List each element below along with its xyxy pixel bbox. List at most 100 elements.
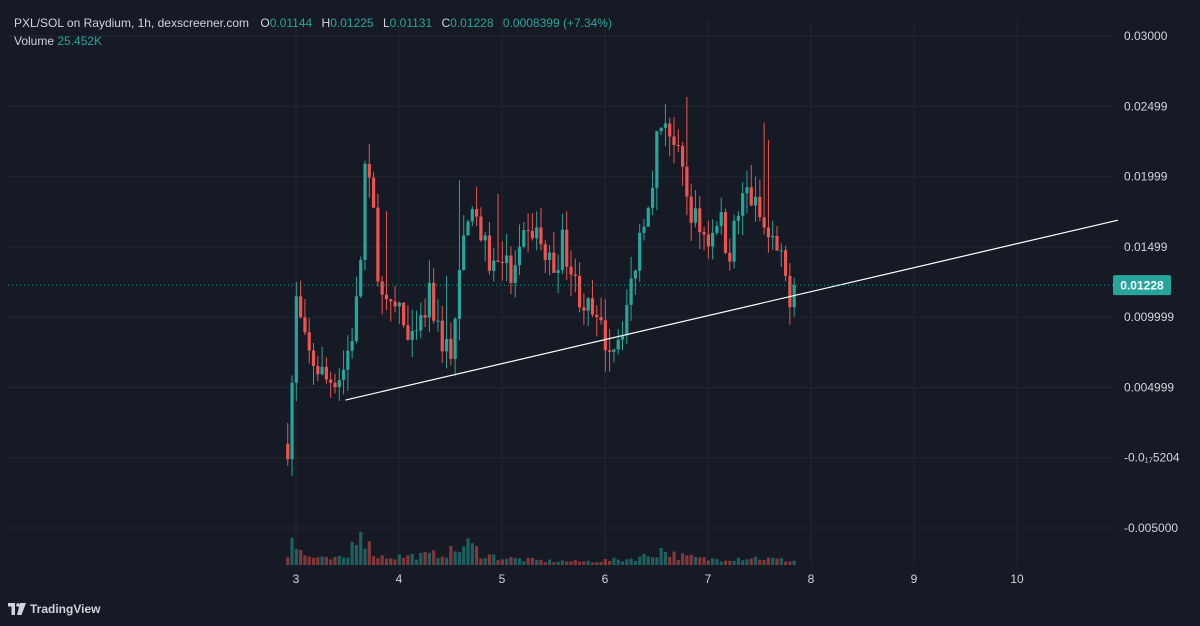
candle-body [788, 275, 792, 308]
volume-bar [762, 559, 766, 565]
candle-body [547, 252, 552, 260]
candle-body [577, 275, 582, 308]
volume-bar [706, 560, 710, 565]
tradingview-brand[interactable]: TradingView [8, 602, 100, 616]
volume-bar [745, 559, 749, 565]
volume-bar [629, 558, 633, 565]
volume-bar [753, 556, 758, 565]
volume-bar [608, 560, 612, 565]
candle-body [552, 252, 556, 273]
volume-bar [393, 559, 397, 565]
candle-body [505, 255, 509, 264]
candle-body [779, 250, 783, 252]
volume-bar [758, 559, 762, 565]
candle-body [474, 209, 479, 217]
candle-body [719, 212, 723, 226]
candle-body [753, 196, 758, 206]
candle-body [603, 320, 607, 351]
candle-body [483, 235, 487, 241]
volume-bar [402, 557, 406, 565]
candle-body [402, 302, 406, 326]
candle-body [689, 196, 693, 223]
last-price-tag [1113, 275, 1171, 296]
candle-body [440, 320, 444, 352]
candle-body [723, 212, 728, 253]
y-tick-label: 0.004999 [1124, 380, 1174, 394]
y-axis: 0.03000 0.02499 0.01999 0.01499 0.009999 0.00… [1124, 29, 1180, 535]
candle-body [350, 341, 354, 351]
candle-body [329, 379, 333, 383]
legend-symbol: PXL/SOL on Raydium, 1h, dexscreener.com [14, 16, 250, 30]
candle-body [294, 296, 298, 383]
legend-open-label: O [260, 16, 270, 30]
volume-bar [487, 554, 492, 565]
volume-bar [492, 554, 496, 565]
candle-body [371, 177, 376, 208]
legend-low-label: L [382, 16, 390, 30]
candle-body [444, 338, 449, 352]
volume-bars [286, 531, 796, 565]
volume-bar [642, 553, 646, 565]
x-tick-label: 10 [1010, 572, 1024, 586]
candle-body [423, 315, 427, 318]
legend-close-label: C [441, 16, 451, 30]
volume-bar [650, 557, 655, 565]
volume-bar [363, 548, 367, 565]
candle-body [457, 269, 462, 319]
volume-bar [505, 558, 509, 565]
candle-body [496, 260, 500, 262]
candle-body [522, 230, 526, 247]
legend-high-label: H [321, 16, 331, 30]
volume-bar [702, 557, 706, 565]
legend-open-value: 0.01144 [269, 16, 313, 30]
candle-body [612, 349, 616, 352]
candle-body [650, 187, 655, 208]
volume-bar [732, 560, 736, 565]
volume-bar [359, 531, 363, 565]
volume-bar [294, 548, 298, 565]
volume-bar [573, 559, 577, 565]
volume-bar [299, 549, 303, 565]
candle-body [346, 350, 350, 370]
volume-bar [663, 551, 668, 565]
candle-body [732, 220, 736, 262]
volume-bar [350, 541, 354, 565]
volume-bar [346, 557, 350, 565]
candle-body [608, 350, 612, 352]
candle-body [367, 163, 371, 178]
candle-body [333, 382, 337, 388]
volume-bar [586, 560, 590, 565]
candle-body [341, 369, 346, 380]
y-tick-label: 0.009999 [1124, 310, 1174, 324]
candle-body [728, 252, 732, 262]
volume-bar [496, 560, 500, 565]
volume-bar [286, 557, 290, 565]
volume-bar [766, 557, 771, 565]
volume-bar [775, 558, 779, 565]
volume-bar [741, 560, 745, 565]
y-tick-label: 0.01999 [1124, 170, 1168, 184]
candle-body [419, 315, 423, 331]
volume-bar [324, 557, 328, 565]
volume-bar [560, 560, 565, 565]
candle-body [616, 339, 620, 350]
volume-bar [599, 561, 603, 565]
volume-bar [552, 562, 556, 565]
candle-body [376, 207, 380, 282]
trendline [345, 219, 1119, 401]
volume-bar [320, 556, 324, 565]
candle-body [530, 231, 534, 239]
volume-bar [603, 559, 607, 565]
candle-body [500, 261, 504, 264]
volume-bar [590, 562, 595, 565]
candle-body [771, 235, 775, 238]
candle-body [299, 296, 303, 318]
candle-body [406, 325, 410, 340]
volume-bar [517, 558, 522, 565]
candle-body [586, 298, 590, 311]
last-price-label: 0.01228 [1120, 279, 1164, 293]
volume-bar [290, 537, 294, 565]
candle-body [359, 259, 363, 297]
tradingview-logo-icon [8, 603, 26, 615]
